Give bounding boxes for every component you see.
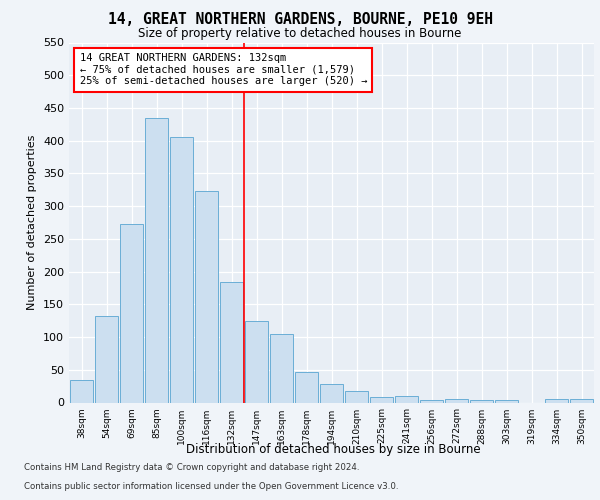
Bar [470, 400, 493, 402]
Bar [220, 282, 243, 403]
Bar [70, 380, 93, 402]
Bar [345, 390, 368, 402]
Bar [420, 400, 443, 402]
Text: 14 GREAT NORTHERN GARDENS: 132sqm
← 75% of detached houses are smaller (1,579)
2: 14 GREAT NORTHERN GARDENS: 132sqm ← 75% … [79, 54, 367, 86]
Y-axis label: Number of detached properties: Number of detached properties [28, 135, 37, 310]
Bar [170, 138, 193, 402]
Bar [395, 396, 418, 402]
Bar [270, 334, 293, 402]
Bar [495, 400, 518, 402]
Bar [120, 224, 143, 402]
Bar [370, 398, 393, 402]
Text: Contains HM Land Registry data © Crown copyright and database right 2024.: Contains HM Land Registry data © Crown c… [24, 464, 359, 472]
Bar [145, 118, 168, 403]
Bar [195, 191, 218, 402]
Bar [570, 398, 593, 402]
Bar [95, 316, 118, 402]
Bar [245, 320, 268, 402]
Bar [320, 384, 343, 402]
Text: Distribution of detached houses by size in Bourne: Distribution of detached houses by size … [185, 442, 481, 456]
Text: Contains public sector information licensed under the Open Government Licence v3: Contains public sector information licen… [24, 482, 398, 491]
Bar [445, 399, 468, 402]
Bar [295, 372, 318, 402]
Text: Size of property relative to detached houses in Bourne: Size of property relative to detached ho… [139, 28, 461, 40]
Bar [545, 398, 568, 402]
Text: 14, GREAT NORTHERN GARDENS, BOURNE, PE10 9EH: 14, GREAT NORTHERN GARDENS, BOURNE, PE10… [107, 12, 493, 28]
